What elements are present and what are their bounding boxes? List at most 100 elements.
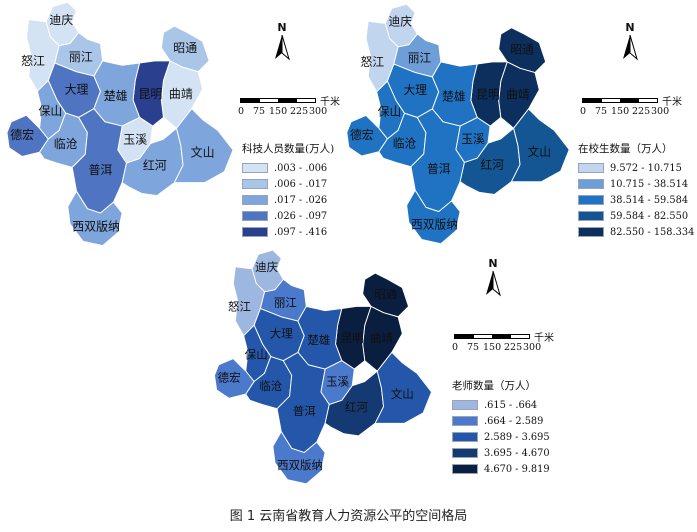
region-label-dehong: 德宏 [350,128,374,142]
region-label-dehong: 德宏 [218,371,241,385]
region-label-diqing: 迪庆 [388,15,412,29]
scale-tick: 300 [523,342,542,353]
region-label-qujing: 曲靖 [370,331,393,345]
region-label-puer: 普洱 [293,404,316,418]
legend-item: .006 - .017 [242,176,334,192]
scale-unit: 千米 [534,333,554,344]
legend-title: 老师数量（万人） [452,380,536,392]
scale-tick: 0 [580,106,587,117]
legend-sci-tech: 科技人员数量(万人) .003 - .006 .006 - .017 .017 … [242,141,334,240]
region-label-honghe: 红河 [143,158,167,173]
legend-swatch [452,448,478,458]
region-zhaotong [362,272,410,318]
north-letter: N [277,21,287,34]
region-label-lijiang: 丽江 [274,295,297,309]
scale-tick: 75 [467,342,480,353]
region-label-yuxi: 玉溪 [461,132,485,146]
legend-teachers: 老师数量（万人） .615 - .664 .664 - 2.589 2.589 … [452,378,550,477]
map-panel-students: 迪庆 怒江 丽江 昭通 曲靖 昆明 大理 楚雄 保山 德宏 临沧 玉溪 普洱 红河 文山 西双版纳 N 千米 … [340,0,697,250]
legend-students: 在校生数量（万人） 9.572 - 10.715 10.715 - 38.514… [578,141,694,240]
region-label-nujiang: 怒江 [361,55,385,69]
region-label-qujing: 曲靖 [506,87,530,101]
region-label-dali: 大理 [403,83,427,97]
north-arrow: N [270,22,294,61]
region-label-chuxiong: 楚雄 [104,88,128,103]
legend-title: 科技人员数量(万人) [242,143,335,155]
scale-tick: 150 [611,106,630,117]
region-zhaotong [160,25,210,73]
scale-tick: 300 [651,106,670,117]
legend-item: 3.695 - 4.670 [452,445,550,461]
region-zhaotong [498,27,547,74]
region-label-qujing: 曲靖 [169,87,193,101]
legend-swatch [452,400,478,410]
legend-item: .017 - .026 [242,192,334,208]
scale-unit: 千米 [662,97,682,108]
region-label-dali: 大理 [65,82,89,96]
region-label-xishuangbanna: 西双版纳 [72,219,120,233]
region-label-xishuangbanna: 西双版纳 [277,458,323,472]
region-label-yuxi: 玉溪 [326,375,349,389]
legend-item: 9.572 - 10.715 [578,160,694,176]
legend-item: 59.584 - 82.550 [578,208,694,224]
region-label-wenshan: 文山 [528,145,551,159]
region-label-chuxiong: 楚雄 [442,89,466,103]
region-label-wenshan: 文山 [391,387,414,401]
region-label-lincang: 临沧 [259,379,282,393]
scale-unit: 千米 [320,97,340,108]
legend-swatch [578,163,604,173]
region-label-zhaotong: 昭通 [510,42,534,56]
legend-title: 在校生数量（万人） [578,143,673,155]
map-panel-teachers: 迪庆 怒江 丽江 昭通 曲靖 昆明 大理 楚雄 保山 德宏 临沧 玉溪 普洱 红河 文山 西双版纳 N 千米 … [198,248,578,498]
region-label-puer: 普洱 [427,162,451,176]
legend-swatch [578,195,604,205]
region-label-lijiang: 丽江 [69,50,93,64]
region-label-wenshan: 文山 [191,145,215,160]
north-arrow-icon [486,271,501,297]
legend-item: 82.550 - 158.334 [578,224,694,240]
scale-tick: 150 [483,342,502,353]
scale-tick: 225 [504,342,523,353]
legend-swatch [452,416,478,426]
region-label-diqing: 迪庆 [255,260,278,274]
north-arrow: N [481,258,505,297]
region-label-honghe: 红河 [345,400,368,414]
region-xishuangbanna [67,190,123,247]
scale-tick: 225 [290,106,309,117]
legend-item: 10.715 - 38.514 [578,176,694,192]
legend-swatch [578,211,604,221]
region-wenshan [510,108,570,183]
scale-tick: 300 [309,106,328,117]
legend-item: .615 - .664 [452,397,550,413]
legend-item: 38.514 - 59.584 [578,192,694,208]
region-label-dali: 大理 [270,327,293,341]
region-label-kunming: 昆明 [138,87,162,101]
region-xishuangbanna [272,431,326,485]
legend-swatch [242,211,268,221]
region-label-lincang: 临沧 [393,136,417,150]
region-label-zhaotong: 昭通 [374,287,397,301]
region-label-puer: 普洱 [88,163,112,177]
scale-tick: 75 [595,106,608,117]
scale-tick: 0 [238,106,245,117]
region-label-kunming: 昆明 [341,331,364,345]
north-arrow: N [618,22,642,61]
region-label-honghe: 红河 [480,158,504,172]
region-wenshan [173,108,234,184]
scale-tick: 150 [269,106,288,117]
region-label-lincang: 临沧 [54,136,78,151]
legend-item: 2.589 - 3.695 [452,429,550,445]
region-label-kunming: 昆明 [476,87,500,101]
region-label-baoshan: 保山 [38,104,62,118]
region-label-xishuangbanna: 西双版纳 [411,218,458,232]
region-xishuangbanna [406,189,461,245]
map-panel-sci-tech: 迪庆 怒江 丽江 昭通 曲靖 昆明 大理 楚雄 保山 德宏 临沧 玉溪 普洱 红河 文山 西双版纳 N 千米 … [0,0,370,250]
scale-tick: 225 [632,106,651,117]
region-label-baoshan: 保山 [378,104,402,118]
legend-swatch [578,227,604,237]
region-wenshan [374,351,432,424]
legend-item: .026 - .097 [242,208,334,224]
scale-tick: 0 [452,342,459,353]
